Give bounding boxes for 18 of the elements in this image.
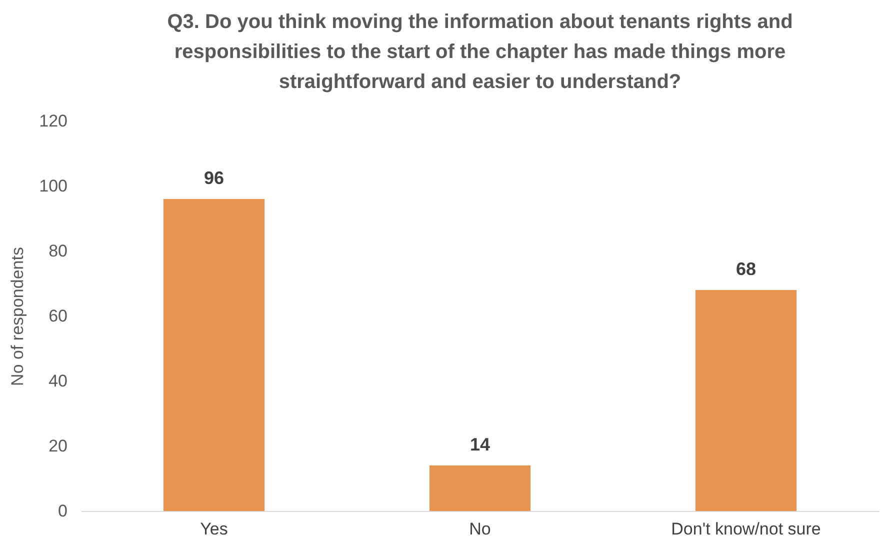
x-tick-label: No: [469, 520, 491, 538]
y-tick-label: 80: [48, 242, 68, 260]
bar: [695, 290, 797, 511]
bar: [163, 199, 265, 511]
data-label: 96: [204, 168, 224, 188]
bar: [429, 466, 531, 511]
y-tick-label: 60: [48, 306, 68, 326]
x-tick-label: Yes: [200, 520, 228, 538]
y-tick-label: 0: [58, 502, 68, 520]
x-tick-label: Don't know/not sure: [671, 520, 821, 538]
y-tick-label: 120: [39, 112, 68, 130]
y-tick-label: 40: [48, 372, 68, 390]
data-label: 14: [470, 434, 490, 454]
chart-title: Q3. Do you think moving the information about tenants rights and responsibilities to the start of the chapter has made things more straightforward and easier to understand?: [167, 11, 793, 93]
y-axis-title: No of respondents: [8, 247, 28, 386]
y-tick-label: 20: [48, 436, 68, 456]
y-tick-label: 100: [39, 176, 68, 196]
data-label: 68: [736, 259, 756, 279]
